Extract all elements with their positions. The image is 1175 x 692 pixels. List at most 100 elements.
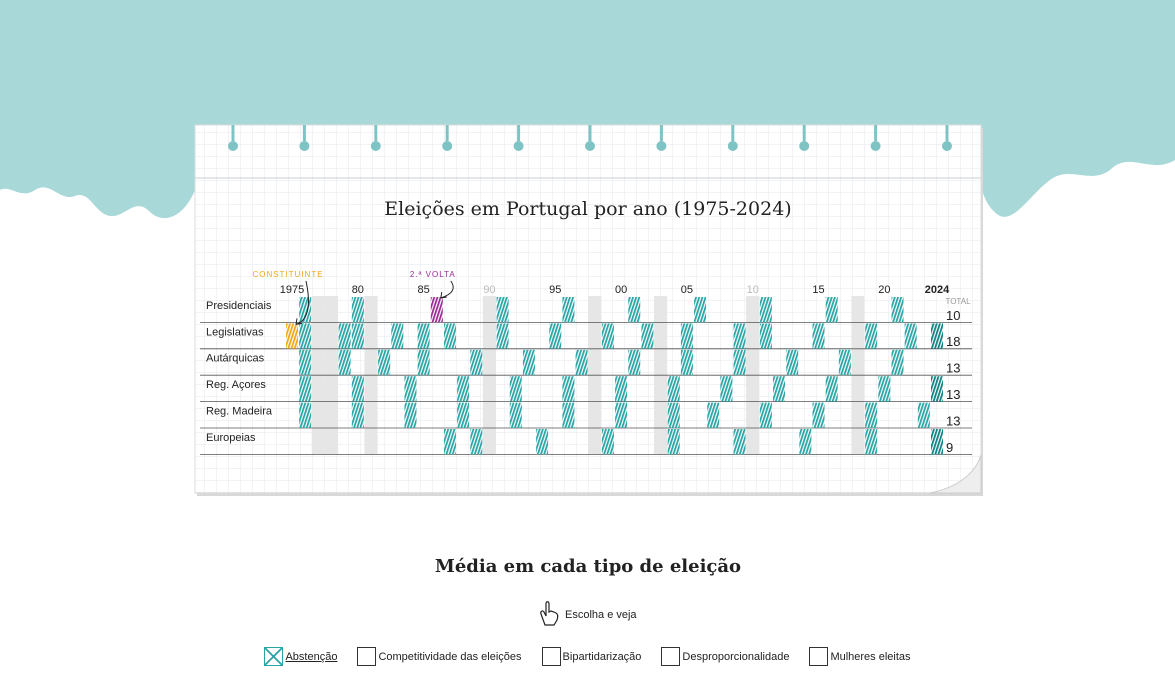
election-mark — [825, 376, 838, 402]
row-label: Reg. Madeira — [206, 406, 273, 418]
options: Abstenção Competitividade das eleições Bip… — [0, 647, 1175, 666]
x-tick-label: 95 — [549, 284, 561, 296]
row-label: Reg. Açores — [206, 379, 266, 391]
election-mark — [891, 297, 904, 323]
ring — [656, 141, 667, 151]
election-mark — [522, 349, 535, 376]
election-mark — [667, 429, 680, 455]
row-total: 13 — [946, 387, 960, 402]
election-mark — [759, 297, 772, 323]
checkbox[interactable] — [541, 647, 561, 666]
election-mark — [891, 349, 904, 376]
election-mark — [786, 349, 799, 376]
election-mark — [759, 323, 772, 349]
chart-title: Eleições em Portugal por ano (1975-2024) — [384, 198, 791, 220]
election-mark — [917, 402, 930, 428]
election-mark — [457, 376, 470, 402]
ring — [727, 141, 738, 151]
annotation-arrow — [295, 280, 309, 325]
election-mark — [299, 402, 312, 428]
election-mark — [509, 376, 522, 402]
option[interactable]: Bipartidarização — [541, 647, 642, 666]
election-mark — [601, 323, 614, 349]
election-mark — [286, 323, 298, 349]
election-mark — [562, 297, 575, 323]
election-mark — [378, 349, 391, 376]
annotation: CONSTITUINTE — [252, 270, 323, 279]
option-label[interactable]: Desproporcionalidade — [682, 650, 790, 663]
row-total: 10 — [946, 308, 960, 323]
election-mark — [338, 323, 351, 349]
election-mark — [865, 402, 878, 428]
ring — [513, 141, 524, 151]
election-mark — [351, 376, 364, 402]
election-mark — [338, 349, 351, 376]
option-label[interactable]: Mulheres eleitas — [830, 650, 911, 663]
election-mark — [812, 323, 825, 349]
annotation: 2.ª VOLTA — [410, 270, 456, 279]
election-mark — [641, 323, 654, 349]
checkbox[interactable] — [264, 647, 284, 666]
election-mark — [299, 297, 312, 323]
section-heading: Média em cada tipo de eleição — [435, 556, 741, 577]
election-mark — [615, 376, 628, 402]
x-tick-label: 15 — [812, 284, 824, 296]
option[interactable]: Competitividade das eleições — [357, 647, 522, 666]
election-mark — [299, 376, 312, 402]
election-mark — [865, 429, 878, 455]
election-mark — [496, 323, 509, 349]
total-header: TOTAL — [945, 297, 971, 306]
election-mark — [417, 349, 430, 376]
option-label[interactable]: Bipartidarização — [562, 650, 642, 663]
ring — [870, 141, 881, 151]
ring — [942, 141, 952, 151]
x-tick-label: 80 — [352, 284, 364, 296]
election-mark — [351, 323, 364, 349]
ring — [799, 141, 810, 151]
election-mark — [667, 376, 680, 402]
election-mark — [773, 376, 786, 402]
election-mark — [733, 323, 746, 349]
election-mark — [351, 297, 364, 323]
ring — [370, 141, 381, 151]
election-mark — [931, 429, 943, 455]
annotation-arrow — [440, 280, 454, 299]
checkbox[interactable] — [809, 647, 829, 666]
row-label: Europeias — [206, 432, 256, 444]
election-mark — [799, 429, 812, 455]
election-mark — [838, 349, 851, 376]
election-mark — [601, 429, 614, 455]
option[interactable]: Abstenção — [264, 647, 337, 666]
hint: Escolha e veja — [565, 609, 637, 621]
election-mark — [812, 402, 825, 428]
row-total: 18 — [946, 334, 960, 349]
rings — [228, 125, 952, 151]
row-total: 9 — [946, 440, 953, 455]
checkbox[interactable] — [661, 647, 681, 666]
option-label[interactable]: Abstenção — [285, 650, 338, 663]
ring — [228, 141, 238, 151]
x-tick-label: 00 — [615, 284, 627, 296]
x-tick-label: 10 — [747, 284, 759, 296]
election-mark — [878, 376, 891, 402]
election-mark — [628, 349, 641, 376]
hand-icon — [540, 601, 559, 626]
election-mark — [628, 297, 641, 323]
ring — [585, 141, 595, 151]
option-label[interactable]: Competitividade das eleições — [378, 650, 522, 663]
election-mark — [825, 297, 838, 323]
x-tick-label: 05 — [681, 284, 693, 296]
option[interactable]: Mulheres eleitas — [809, 647, 911, 666]
election-mark — [470, 429, 483, 455]
x-tick-label: 1975 — [280, 284, 304, 296]
election-mark — [759, 402, 772, 428]
option[interactable]: Desproporcionalidade — [661, 647, 789, 666]
election-mark — [299, 349, 312, 376]
election-mark — [470, 349, 483, 376]
election-mark — [733, 429, 746, 455]
row-total: 13 — [946, 413, 960, 428]
row-total: 13 — [946, 361, 960, 376]
election-mark — [667, 402, 680, 428]
checkbox[interactable] — [357, 647, 377, 666]
